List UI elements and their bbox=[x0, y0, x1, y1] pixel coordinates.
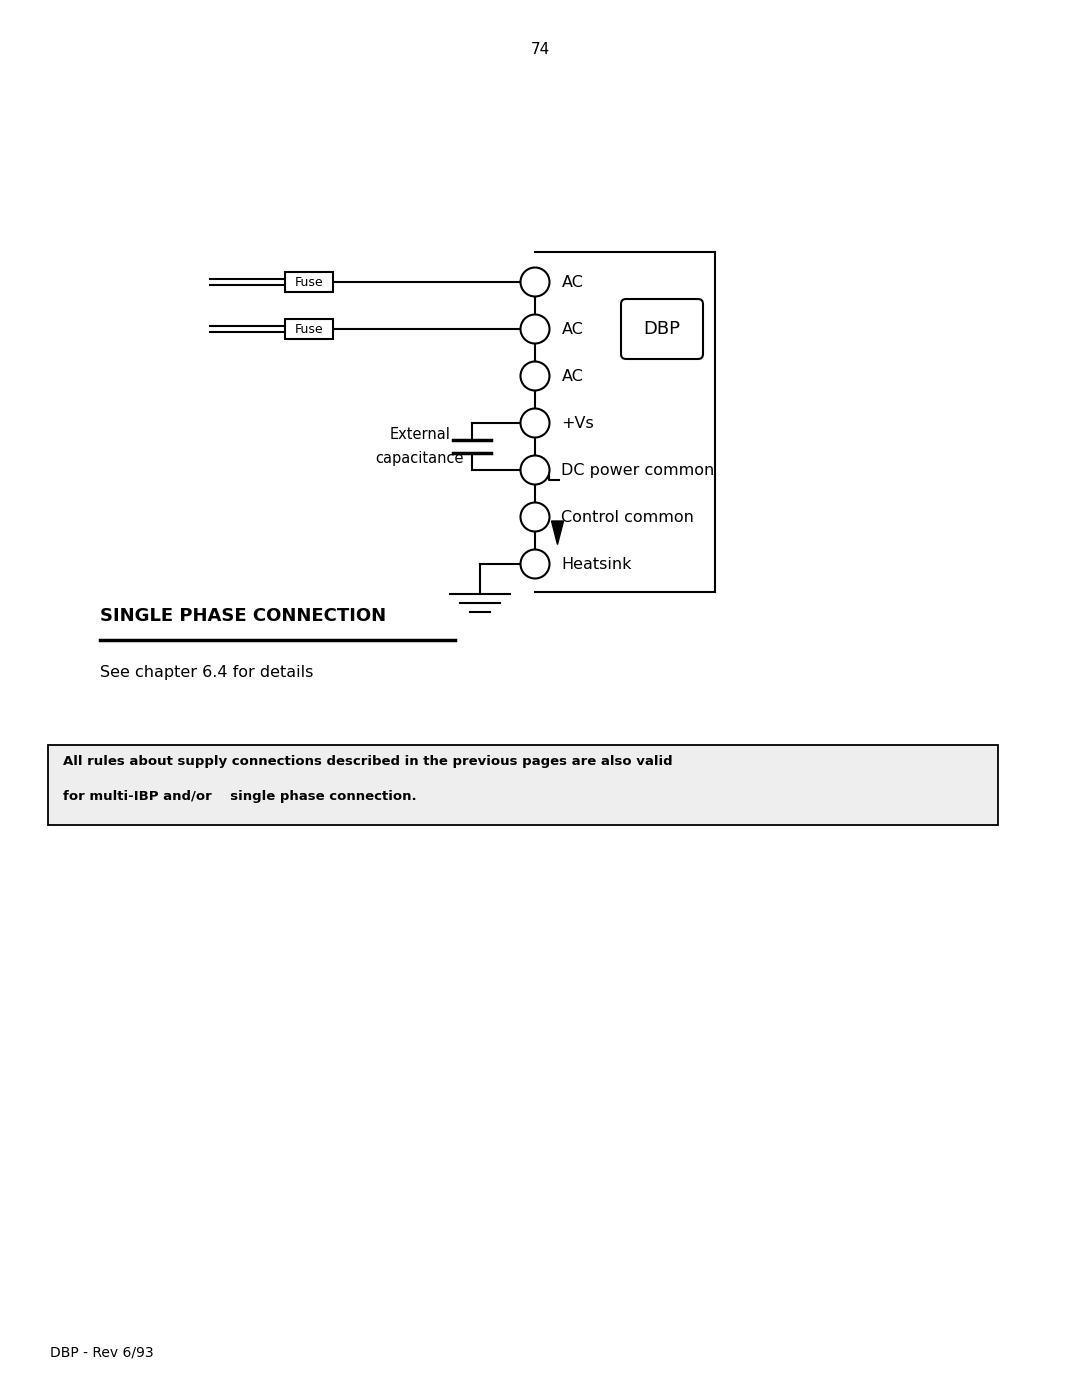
Text: Fuse: Fuse bbox=[295, 275, 323, 289]
Text: +Vs: +Vs bbox=[562, 415, 594, 430]
Circle shape bbox=[521, 267, 550, 296]
Text: Heatsink: Heatsink bbox=[562, 556, 632, 571]
Text: DC power common: DC power common bbox=[562, 462, 715, 478]
Polygon shape bbox=[552, 521, 564, 545]
Text: AC: AC bbox=[562, 274, 583, 289]
Text: All rules about supply connections described in the previous pages are also vali: All rules about supply connections descr… bbox=[63, 754, 673, 768]
Text: for multi-IBP and/or    single phase connection.: for multi-IBP and/or single phase connec… bbox=[63, 789, 417, 803]
Text: External: External bbox=[390, 427, 450, 441]
Text: 74: 74 bbox=[530, 42, 550, 57]
Circle shape bbox=[521, 314, 550, 344]
Bar bbox=[285, 319, 333, 339]
Circle shape bbox=[521, 408, 550, 437]
Text: capacitance: capacitance bbox=[376, 451, 464, 467]
Circle shape bbox=[521, 362, 550, 391]
Circle shape bbox=[521, 503, 550, 531]
Text: DBP: DBP bbox=[644, 320, 680, 338]
Text: SINGLE PHASE CONNECTION: SINGLE PHASE CONNECTION bbox=[100, 608, 387, 624]
Text: Control common: Control common bbox=[562, 510, 694, 524]
Text: AC: AC bbox=[562, 321, 583, 337]
FancyBboxPatch shape bbox=[621, 299, 703, 359]
Text: DBP - Rev 6/93: DBP - Rev 6/93 bbox=[50, 1345, 153, 1359]
Text: Fuse: Fuse bbox=[295, 323, 323, 335]
Circle shape bbox=[521, 549, 550, 578]
Bar bbox=[285, 272, 333, 292]
Text: AC: AC bbox=[562, 369, 583, 384]
Circle shape bbox=[521, 455, 550, 485]
Text: See chapter 6.4 for details: See chapter 6.4 for details bbox=[100, 665, 313, 680]
Bar bbox=[48, 745, 998, 826]
